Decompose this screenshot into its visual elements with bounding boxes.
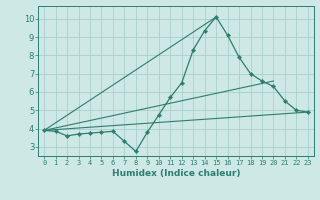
X-axis label: Humidex (Indice chaleur): Humidex (Indice chaleur) <box>112 169 240 178</box>
